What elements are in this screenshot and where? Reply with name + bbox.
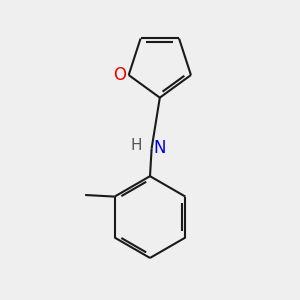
Text: O: O bbox=[113, 66, 126, 84]
Text: H: H bbox=[130, 138, 142, 153]
Text: N: N bbox=[153, 139, 166, 157]
